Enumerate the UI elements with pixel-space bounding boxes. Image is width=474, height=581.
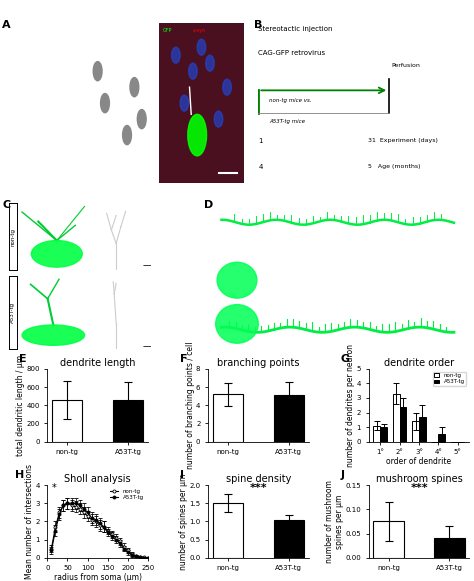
- Y-axis label: number of spines per μm: number of spines per μm: [179, 474, 188, 569]
- X-axis label: radius from soma (μm): radius from soma (μm): [54, 573, 142, 581]
- Y-axis label: Mean number of intersections: Mean number of intersections: [25, 464, 34, 579]
- Bar: [239, 205, 276, 235]
- Text: C: C: [2, 200, 10, 210]
- Y-axis label: number of dendrites per neuron: number of dendrites per neuron: [346, 344, 356, 467]
- Text: Perfusion: Perfusion: [391, 63, 420, 68]
- Text: —: —: [142, 343, 151, 352]
- Text: GFP: GFP: [163, 28, 173, 33]
- Text: D: D: [204, 200, 213, 210]
- Legend: non-tg, A53T-tg: non-tg, A53T-tg: [109, 488, 145, 501]
- Circle shape: [93, 62, 102, 81]
- X-axis label: order of dendrite: order of dendrite: [386, 457, 452, 465]
- Title: spine density: spine density: [226, 474, 291, 485]
- Y-axis label: number of mushroom
spines per μm: number of mushroom spines per μm: [325, 480, 344, 563]
- Ellipse shape: [188, 114, 207, 156]
- Y-axis label: total dendritic length / μm: total dendritic length / μm: [16, 354, 25, 456]
- Text: non-tg mice vs.: non-tg mice vs.: [269, 98, 311, 103]
- Text: I: I: [180, 470, 184, 480]
- Text: *: *: [52, 483, 57, 493]
- Bar: [394, 314, 431, 343]
- Bar: [52, 400, 82, 442]
- Text: CAG-GFP retrovirus: CAG-GFP retrovirus: [258, 51, 326, 56]
- Circle shape: [123, 125, 131, 145]
- Text: A53T-tg: A53T-tg: [10, 302, 15, 323]
- Circle shape: [223, 79, 231, 95]
- Bar: [374, 522, 404, 558]
- Circle shape: [214, 111, 223, 127]
- Text: F: F: [180, 354, 188, 364]
- Text: —: —: [142, 261, 151, 270]
- Text: 4: 4: [258, 164, 263, 170]
- Bar: [213, 503, 243, 558]
- Text: A: A: [2, 20, 11, 30]
- Legend: non-tg, A53T-tg: non-tg, A53T-tg: [433, 372, 466, 386]
- Ellipse shape: [216, 304, 258, 343]
- Ellipse shape: [31, 241, 82, 267]
- Title: branching points: branching points: [217, 358, 300, 368]
- Bar: [374, 425, 380, 442]
- Y-axis label: number of branching points / cell: number of branching points / cell: [186, 342, 195, 469]
- Circle shape: [180, 95, 189, 111]
- Text: Stereotactic injection: Stereotactic injection: [258, 27, 333, 33]
- Circle shape: [130, 77, 139, 96]
- Text: J: J: [341, 470, 345, 480]
- Text: E: E: [19, 354, 27, 364]
- Bar: [419, 417, 426, 442]
- Text: ***: ***: [410, 483, 428, 493]
- Ellipse shape: [41, 109, 54, 145]
- Bar: [380, 427, 387, 442]
- Bar: [438, 435, 445, 442]
- Circle shape: [137, 109, 146, 129]
- Ellipse shape: [217, 262, 257, 298]
- Bar: [273, 395, 304, 442]
- Text: ***: ***: [249, 483, 267, 493]
- Title: Sholl analysis: Sholl analysis: [64, 474, 131, 485]
- Text: a-syn: a-syn: [193, 28, 206, 33]
- Text: a-syn: a-syn: [109, 28, 122, 33]
- Bar: [434, 539, 465, 558]
- Bar: [273, 519, 304, 558]
- Text: 1: 1: [258, 138, 263, 144]
- Text: non-tg: non-tg: [10, 228, 15, 246]
- Circle shape: [206, 55, 214, 71]
- Text: B: B: [254, 20, 262, 30]
- Title: dendrite order: dendrite order: [384, 358, 454, 368]
- Circle shape: [172, 47, 180, 63]
- Circle shape: [100, 94, 109, 113]
- Text: H: H: [15, 470, 25, 480]
- Bar: [400, 407, 406, 442]
- Circle shape: [197, 39, 206, 55]
- Text: G: G: [341, 354, 350, 364]
- Text: A53T-tg: A53T-tg: [9, 28, 28, 33]
- Title: dendrite length: dendrite length: [60, 358, 136, 368]
- Ellipse shape: [22, 325, 84, 345]
- Title: mushroom spines: mushroom spines: [376, 474, 463, 485]
- Bar: [213, 394, 243, 442]
- Bar: [113, 400, 143, 442]
- Circle shape: [189, 63, 197, 79]
- Text: GFP: GFP: [51, 28, 61, 33]
- Text: A53T-tg mice: A53T-tg mice: [269, 119, 305, 124]
- Text: 31  Experiment (days): 31 Experiment (days): [368, 138, 438, 144]
- Text: 5   Age (months): 5 Age (months): [368, 164, 420, 169]
- Bar: [412, 421, 419, 442]
- Bar: [393, 394, 400, 442]
